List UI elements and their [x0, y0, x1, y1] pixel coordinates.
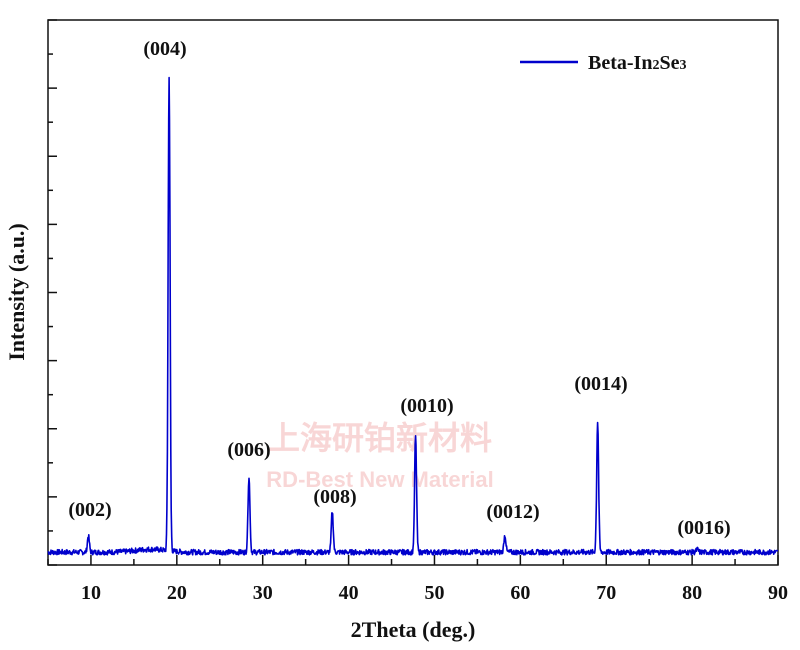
watermark-chinese: 上海研铂新材料: [268, 419, 492, 457]
peak-labels: (002) (004) (006) (008) (0010) (0012) (0014) (0…: [68, 38, 730, 539]
x-tick-label: 70: [596, 582, 616, 604]
x-axis-ticks: 10 20 30 40 50 60 70 80 90: [47, 555, 788, 604]
peak-label: (0014): [574, 373, 627, 395]
peak-label: (0016): [677, 517, 730, 539]
series-line: [47, 76, 779, 556]
peak-label: (002): [68, 499, 111, 521]
legend: Beta-In2Se3: [520, 52, 686, 74]
y-axis-ticks: [48, 19, 57, 566]
x-axis-title: 2Theta (deg.): [351, 617, 476, 642]
legend-label: Beta-In2Se3: [588, 52, 686, 74]
legend-label-main: Beta-In: [588, 52, 652, 74]
x-tick-label: 10: [81, 582, 101, 604]
x-tick-label: 90: [768, 582, 788, 604]
peak-label: (0012): [486, 501, 539, 523]
series-layer: [47, 76, 779, 556]
peak-label: (006): [227, 439, 270, 461]
x-tick-label: 40: [339, 582, 359, 604]
legend-label-sub1: 2: [652, 58, 659, 73]
peak-label: (004): [143, 38, 186, 60]
x-tick-label: 50: [424, 582, 444, 604]
x-tick-label: 30: [253, 582, 273, 604]
peak-label: (008): [313, 486, 356, 508]
x-tick-label: 20: [167, 582, 187, 604]
x-tick-label: 60: [510, 582, 530, 604]
watermark-english: RD-Best New Material: [266, 467, 493, 492]
legend-label-mid: Se: [659, 52, 679, 74]
peak-label: (0010): [400, 395, 453, 417]
x-tick-label: 80: [682, 582, 702, 604]
watermark: 上海研铂新材料 RD-Best New Material: [266, 419, 493, 492]
legend-label-sub2: 3: [679, 58, 686, 73]
y-axis-title: Intensity (a.u.): [4, 223, 29, 361]
